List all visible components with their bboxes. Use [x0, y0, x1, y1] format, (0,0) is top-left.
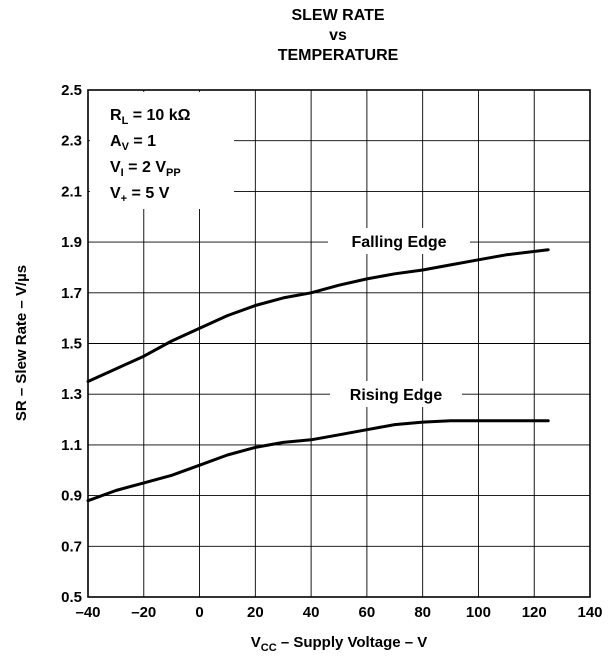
x-tick-label: 140	[577, 604, 602, 621]
series-group	[86, 248, 550, 503]
x-tick-label: 120	[522, 604, 547, 621]
x-tick-label: 80	[414, 604, 431, 621]
x-tick-label: 20	[247, 604, 264, 621]
x-tick-label: –40	[75, 604, 100, 621]
y-tick-label: 1.9	[61, 234, 82, 251]
conditions-box	[90, 92, 234, 209]
y-axis-label: SR – Slew Rate – V/µs	[13, 265, 30, 421]
x-tick-label: 100	[466, 604, 491, 621]
y-tick-label: 2.5	[61, 82, 82, 99]
chart-title-line-3: TEMPERATURE	[278, 47, 399, 64]
condition-vplus: V+ = 5 V	[110, 185, 170, 205]
y-tick-label: 0.7	[61, 538, 82, 555]
x-axis-label: VCC – Supply Voltage – V	[251, 634, 428, 654]
x-tick-label: 40	[303, 604, 320, 621]
x-tick-label: 0	[195, 604, 203, 621]
condition-av: AV = 1	[110, 133, 156, 153]
rising-edge-line	[86, 419, 550, 503]
y-tick-label: 1.3	[61, 386, 82, 403]
falling-edge-label-bg	[328, 228, 470, 254]
chart-title-line-2: vs	[329, 27, 347, 44]
plot-frame	[87, 89, 591, 598]
falling-edge-line	[86, 248, 550, 383]
chart-title-line-1: SLEW RATE	[291, 7, 384, 24]
y-tick-label: 0.9	[61, 488, 82, 505]
y-tick-label: 2.3	[61, 133, 82, 150]
y-tick-label: 1.7	[61, 285, 82, 302]
falling-edge-label: Falling Edge	[351, 234, 446, 251]
x-tick-label: –20	[131, 604, 156, 621]
x-tick-labels: –40 –20 0 20 40 60 80 100 120 140	[75, 604, 602, 621]
y-tick-label: 1.5	[61, 336, 82, 353]
y-tick-label: 0.5	[61, 589, 82, 606]
y-tick-labels: 0.5 0.7 0.9 1.1 1.3 1.5 1.7 1.9 2.1 2.3 2.5	[61, 82, 82, 606]
y-tick-label: 1.1	[61, 437, 82, 454]
rising-edge-label: Rising Edge	[350, 387, 443, 404]
x-tick-label: 60	[359, 604, 376, 621]
condition-vi: VI = 2 VPP	[110, 159, 181, 179]
y-tick-label: 2.1	[61, 183, 82, 200]
rising-edge-label-bg	[330, 381, 462, 407]
condition-rl: RL = 10 kΩ	[110, 107, 191, 127]
